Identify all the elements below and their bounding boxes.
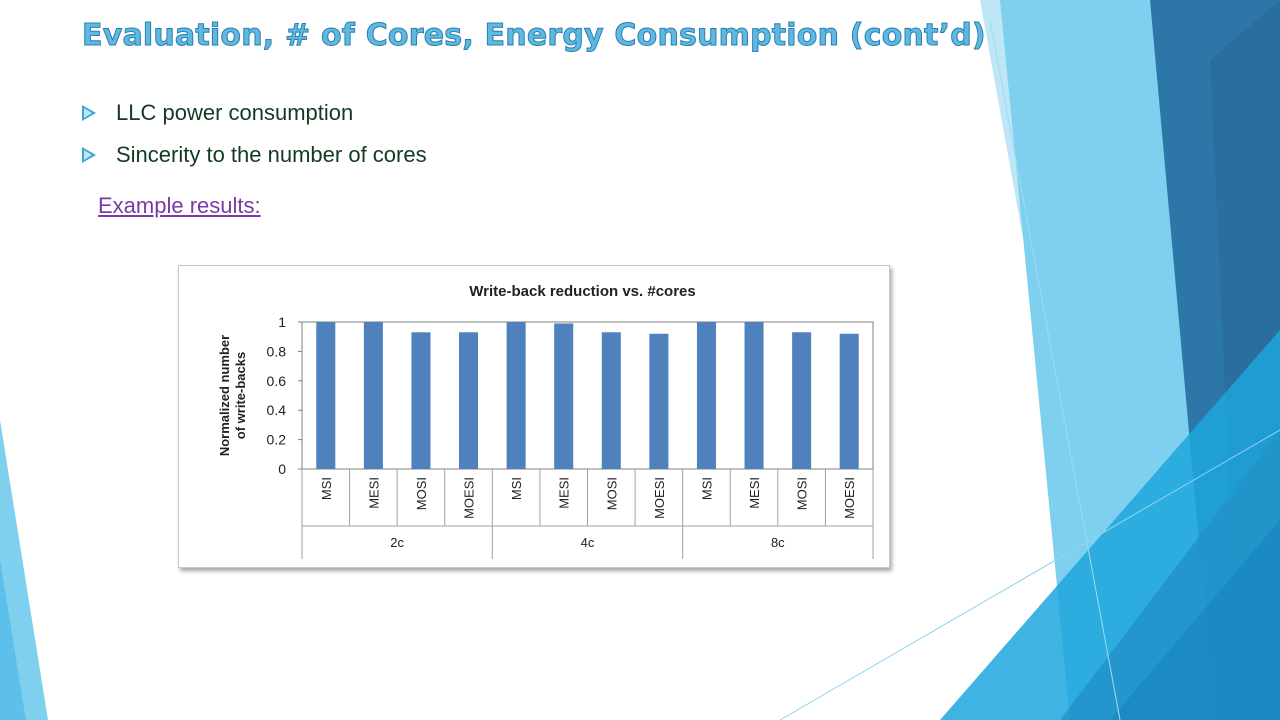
page-title: Evaluation, # of Cores, Energy Consumpti…	[82, 18, 987, 54]
x-category-label: MSI	[699, 477, 714, 500]
bar-8c-MESI	[744, 322, 764, 469]
x-group-label: 8c	[771, 535, 785, 550]
bar-2c-MESI	[363, 322, 383, 469]
x-category-label: MOSI	[414, 477, 429, 510]
bullet-text: Sincerity to the number of cores	[116, 142, 427, 167]
x-category-label: MESI	[366, 477, 381, 509]
x-category-label: MSI	[319, 477, 334, 500]
x-category-label: MESI	[557, 477, 572, 509]
bullet-item: Sincerity to the number of cores	[82, 134, 427, 176]
write-back-chart: Write-back reduction vs. #cores Normalize…	[217, 283, 874, 559]
y-tick-label: 0.8	[267, 343, 287, 359]
bullet-list: LLC power consumption Sincerity to the n…	[82, 92, 427, 176]
y-tick-label: 0.4	[267, 402, 287, 418]
chart-container: Write-back reduction vs. #cores Normalize…	[178, 265, 890, 568]
bar-2c-MSI	[316, 322, 336, 469]
x-category-label: MOSI	[604, 477, 619, 510]
x-group-label: 4c	[581, 535, 595, 550]
bar-2c-MOSI	[411, 332, 431, 469]
bar-4c-MOSI	[601, 332, 621, 469]
y-tick-label: 0.6	[267, 373, 287, 389]
bar-4c-MOESI	[649, 333, 669, 469]
bar-4c-MSI	[506, 322, 526, 469]
bar-8c-MSI	[696, 322, 716, 469]
plot-area	[301, 321, 874, 470]
x-category-label: MOESI	[842, 477, 857, 519]
x-category-label: MOESI	[652, 477, 667, 519]
y-tick-label: 0.2	[267, 432, 287, 448]
bar-2c-MOESI	[459, 332, 479, 469]
x-group-label: 2c	[390, 535, 404, 550]
x-category-label: MOESI	[462, 477, 477, 519]
bar-8c-MOESI	[839, 333, 859, 469]
bullet-item: LLC power consumption	[82, 92, 427, 134]
x-category-label: MSI	[509, 477, 524, 500]
bar-4c-MESI	[554, 323, 574, 469]
y-axis-label: Normalized numberof write-backs	[217, 335, 248, 456]
triangle-bullet-icon	[82, 105, 96, 121]
x-category-label: MOSI	[795, 477, 810, 510]
y-tick-label: 0	[278, 461, 286, 477]
example-results-link[interactable]: Example results:	[98, 193, 261, 218]
chart-title: Write-back reduction vs. #cores	[469, 283, 695, 300]
y-tick-label: 1	[278, 314, 286, 330]
x-category-label: MESI	[747, 477, 762, 509]
bar-8c-MOSI	[792, 332, 812, 469]
bullet-text: LLC power consumption	[116, 100, 354, 125]
triangle-bullet-icon	[82, 147, 96, 163]
